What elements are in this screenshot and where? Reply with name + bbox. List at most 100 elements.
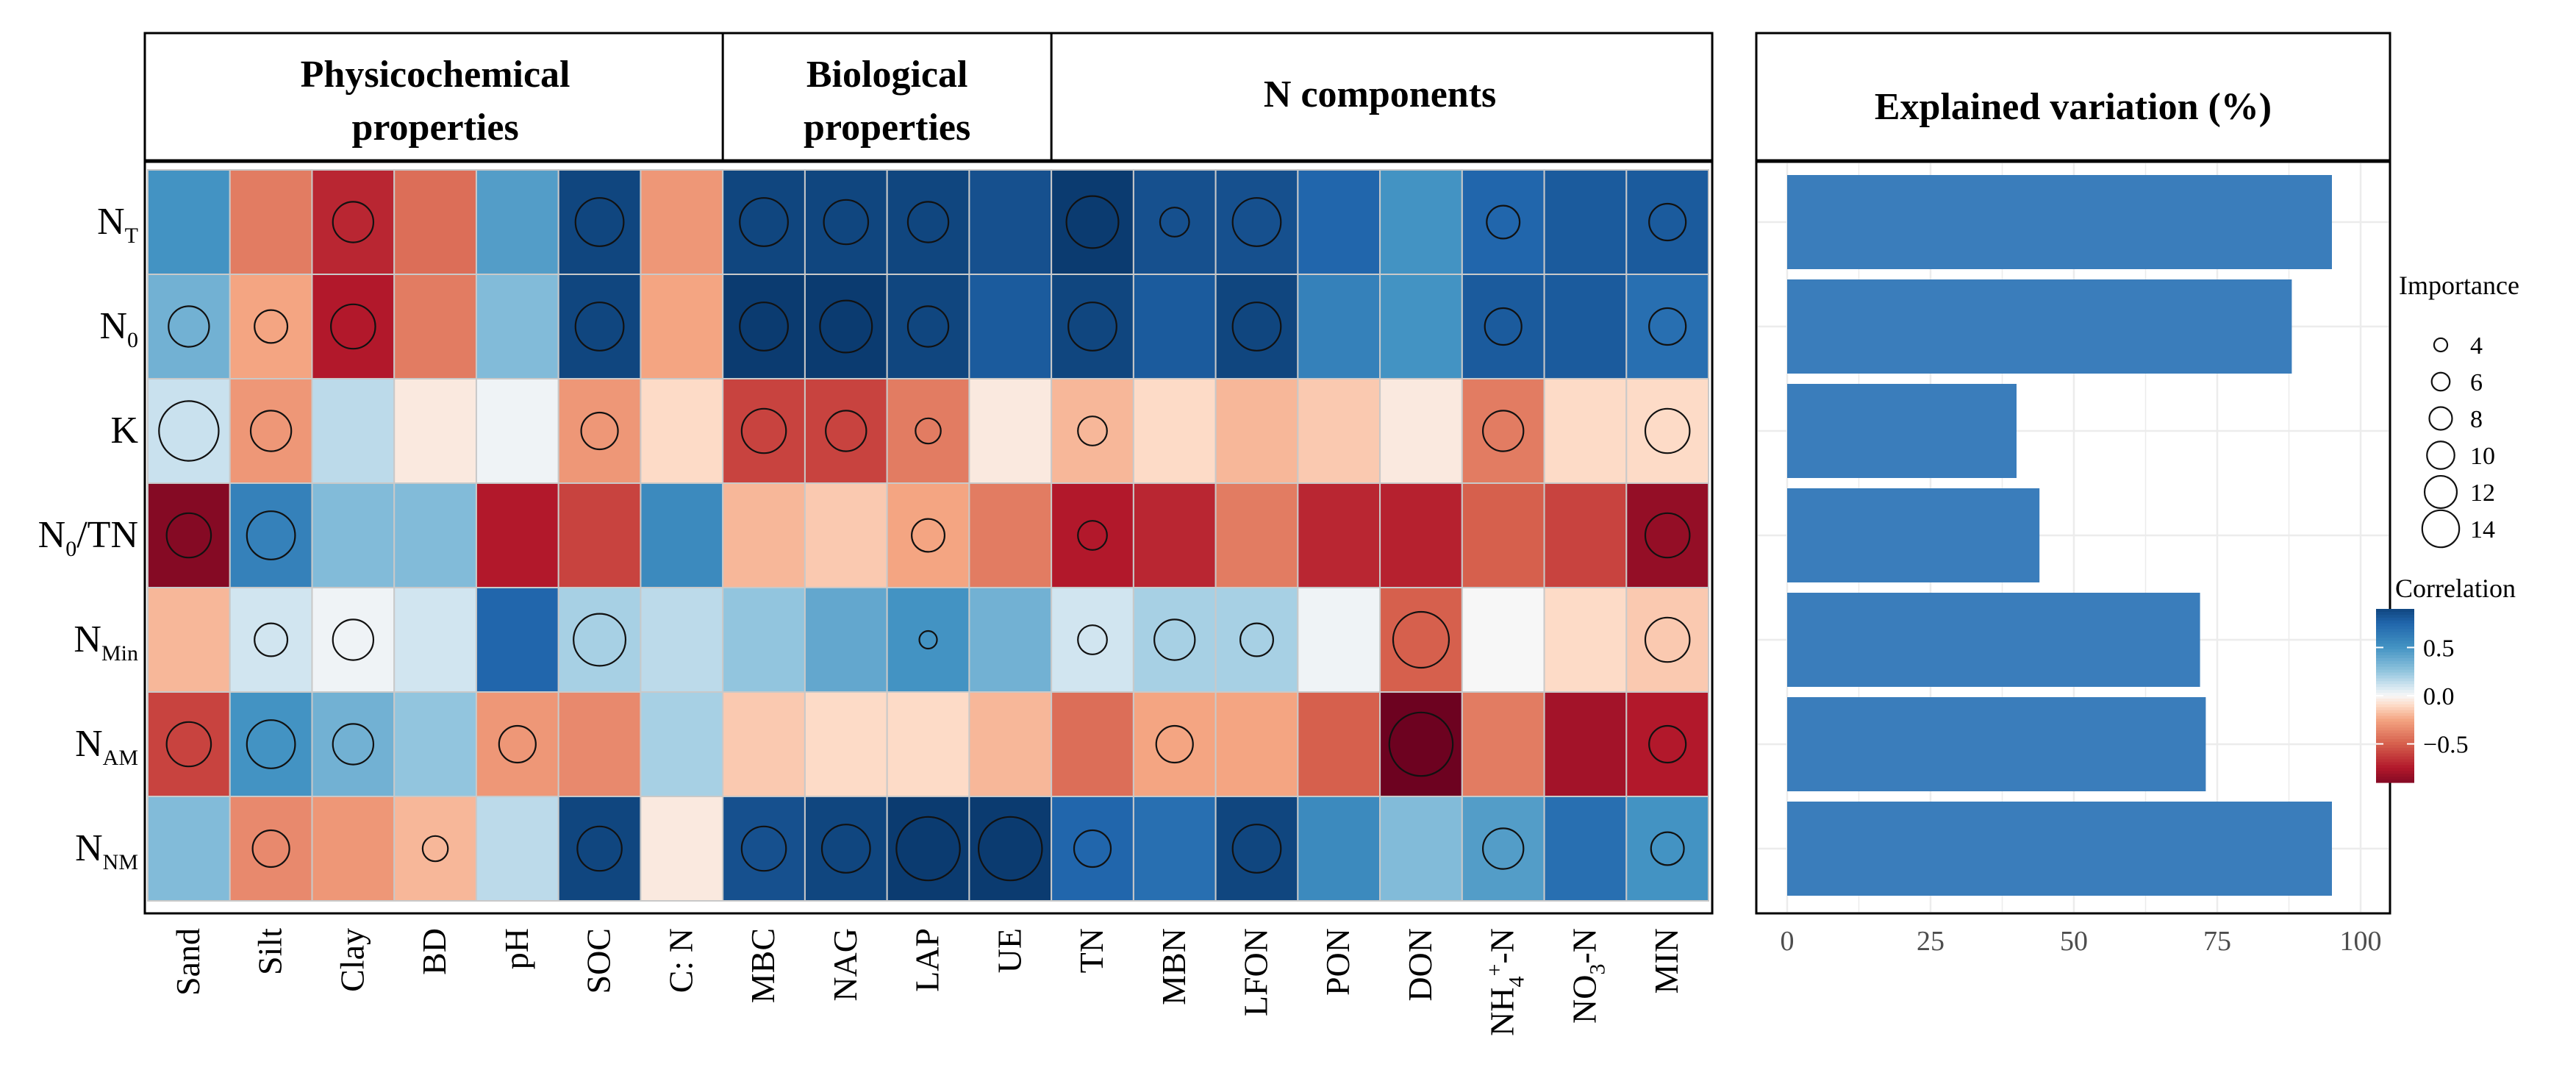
heatmap-cell xyxy=(722,482,806,588)
importance-legend-circle xyxy=(2426,441,2455,470)
heatmap-cell xyxy=(968,482,1053,588)
heatmap-cell xyxy=(968,169,1053,275)
heatmap-cell xyxy=(557,796,642,902)
header-strip xyxy=(143,32,1714,162)
heatmap-cell xyxy=(1051,378,1134,484)
importance-circle xyxy=(739,197,789,247)
importance-circle xyxy=(1153,618,1196,661)
heatmap-cell xyxy=(1625,274,1710,379)
heatmap-cell xyxy=(886,796,970,902)
importance-circle xyxy=(739,302,789,352)
column-label: C: N xyxy=(662,928,699,993)
heatmap-cell xyxy=(1543,796,1628,902)
heatmap-cell xyxy=(1543,587,1628,693)
heatmap-cell xyxy=(1379,691,1463,797)
importance-legend-circle xyxy=(2430,371,2451,392)
importance-circle xyxy=(165,721,212,768)
colorbar-segment xyxy=(2376,690,2414,693)
heatmap-cell xyxy=(1379,169,1463,275)
importance-circle xyxy=(249,410,293,452)
heatmap-cell xyxy=(393,169,477,275)
heatmap-cell xyxy=(1297,482,1381,588)
colorbar-segment xyxy=(2376,698,2414,702)
importance-circle xyxy=(332,201,375,243)
heatmap-cell xyxy=(640,378,724,484)
colorbar-segment xyxy=(2376,684,2414,688)
colorbar-segment xyxy=(2376,756,2414,760)
heatmap-cell xyxy=(1625,587,1710,693)
column-label: Sand xyxy=(169,928,207,996)
importance-circle xyxy=(1155,724,1194,764)
group-header-label: properties xyxy=(804,107,970,149)
heatmap-cell xyxy=(1461,378,1545,484)
importance-circle xyxy=(895,816,961,882)
heatmap-cell xyxy=(1051,691,1134,797)
heatmap-cell xyxy=(1461,169,1545,275)
importance-legend-label: 6 xyxy=(2470,369,2483,396)
x-tick-label: 50 xyxy=(2060,926,2088,957)
importance-circle xyxy=(911,518,946,553)
heatmap-cell xyxy=(475,274,559,379)
colorbar-segment xyxy=(2376,643,2414,647)
heatmap-cell xyxy=(804,482,888,588)
column-label: UE xyxy=(990,928,1028,973)
column-label: TN xyxy=(1073,928,1110,973)
colorbar-segment xyxy=(2376,701,2414,705)
importance-circle xyxy=(819,299,873,354)
colorbar-segment xyxy=(2376,614,2414,618)
importance-circle xyxy=(1392,610,1450,669)
heatmap-cell xyxy=(1461,587,1545,693)
importance-circle xyxy=(1484,307,1523,346)
heatmap-cell xyxy=(147,796,231,902)
importance-circle xyxy=(246,510,296,560)
colorbar-segment xyxy=(2376,777,2414,780)
group-header-label: properties xyxy=(351,107,518,149)
colorbar-segment xyxy=(2376,710,2414,714)
heatmap-cell xyxy=(1051,169,1134,275)
heatmap-cell xyxy=(722,796,806,902)
heatmap-frame xyxy=(143,160,1714,915)
importance-circle xyxy=(1065,195,1120,249)
column-label: PON xyxy=(1319,928,1356,996)
importance-circle xyxy=(246,719,296,769)
importance-legend-label: 14 xyxy=(2470,516,2495,543)
colorbar-segment xyxy=(2376,681,2414,685)
heatmap-cell xyxy=(722,378,806,484)
colorbar-segment xyxy=(2376,736,2414,740)
column-label: MBC xyxy=(744,928,781,1003)
heatmap-cell xyxy=(1051,796,1134,902)
heatmap-cell xyxy=(557,587,642,693)
heatmap-cell xyxy=(1625,378,1710,484)
heatmap-cell xyxy=(147,274,231,379)
colorbar-segment xyxy=(2376,739,2414,743)
heatmap-cell xyxy=(229,796,313,902)
heatmap-cell xyxy=(311,482,396,588)
heatmap-cell xyxy=(393,691,477,797)
group-header-label: N components xyxy=(1264,74,1496,115)
column-label: Silt xyxy=(251,928,289,975)
importance-circle xyxy=(574,302,625,352)
heatmap-cell xyxy=(1297,169,1381,275)
column-label: NO3-N xyxy=(1565,928,1609,1024)
importance-circle xyxy=(576,825,623,872)
importance-circle xyxy=(977,816,1043,882)
heatmap-cell xyxy=(229,691,313,797)
heatmap-cell xyxy=(640,691,724,797)
importance-legend-circle xyxy=(2423,474,2458,510)
heatmap-cell xyxy=(1214,378,1299,484)
heatmap-cell xyxy=(968,274,1053,379)
heatmap-cell xyxy=(886,691,970,797)
colorbar-segment xyxy=(2376,623,2414,627)
heatmap-cell xyxy=(1297,587,1381,693)
importance-circle xyxy=(1067,302,1117,352)
heatmap-cell xyxy=(640,169,724,275)
heatmap-cell xyxy=(229,169,313,275)
colorbar-segment xyxy=(2376,638,2414,641)
heatmap-cell xyxy=(557,691,642,797)
heatmap-cell xyxy=(1379,796,1463,902)
bar-panel: Explained variation (%) 0 25 50 75 100 xyxy=(1755,32,2391,957)
importance-circle xyxy=(1486,204,1521,240)
importance-legend-label: 4 xyxy=(2470,332,2483,360)
colorbar-segment xyxy=(2376,672,2414,677)
heatmap-cell xyxy=(475,169,559,275)
